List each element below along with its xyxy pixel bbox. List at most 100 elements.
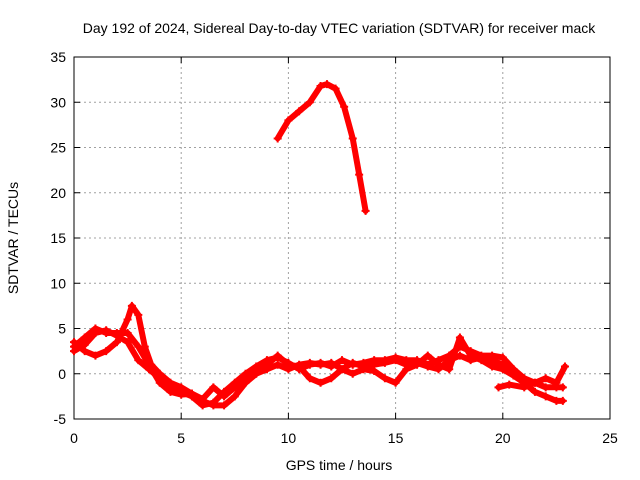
x-tick-label: 25 — [602, 430, 618, 446]
y-tick-label: 10 — [50, 275, 66, 291]
y-tick-label: 15 — [50, 230, 66, 246]
data-point — [102, 347, 111, 356]
y-tick-label: 25 — [50, 140, 66, 156]
data-point — [530, 378, 539, 387]
data-point — [338, 365, 346, 374]
data-point — [252, 369, 261, 378]
data-point — [541, 374, 550, 383]
data-point — [445, 356, 454, 365]
data-point — [494, 383, 503, 392]
data-point — [355, 170, 364, 179]
data-point — [209, 383, 218, 392]
data-point — [134, 356, 143, 365]
data-point — [498, 353, 507, 362]
data-series — [70, 80, 569, 410]
data-point — [340, 102, 349, 111]
data-point — [359, 362, 368, 371]
data-point — [560, 362, 569, 371]
data-point — [348, 134, 357, 143]
data-point — [145, 360, 154, 369]
series-track-c — [70, 324, 567, 410]
data-point — [348, 358, 357, 367]
data-point — [327, 374, 336, 383]
data-point — [455, 333, 464, 342]
data-point — [70, 342, 78, 351]
data-point — [331, 84, 340, 93]
data-point — [423, 351, 432, 360]
x-tick-label: 5 — [177, 430, 185, 446]
y-axis-label: SDTVAR / TECUs — [5, 182, 21, 294]
data-point — [466, 356, 475, 365]
data-point — [380, 374, 389, 383]
data-point — [273, 134, 282, 143]
data-point — [177, 383, 186, 392]
data-point — [220, 392, 229, 401]
data-point — [361, 206, 370, 215]
x-axis-label: GPS time / hours — [286, 457, 393, 473]
x-tick-label: 10 — [281, 430, 297, 446]
data-point — [322, 80, 331, 89]
data-point — [402, 360, 411, 369]
data-point — [112, 338, 121, 347]
data-point — [509, 365, 518, 374]
data-point — [370, 360, 379, 369]
data-point — [305, 358, 314, 367]
data-point — [123, 329, 132, 338]
data-point — [558, 396, 567, 405]
data-point — [305, 98, 314, 107]
data-point — [423, 362, 432, 371]
data-point — [505, 380, 514, 389]
data-point — [488, 356, 497, 365]
data-point — [230, 392, 239, 401]
data-point — [348, 369, 357, 378]
data-point — [177, 390, 186, 399]
data-point — [316, 360, 325, 369]
data-point — [284, 365, 293, 374]
data-point — [498, 360, 507, 369]
data-point — [166, 387, 175, 396]
data-point — [127, 301, 136, 310]
chart-title: Day 192 of 2024, Sidereal Day-to-day VTE… — [83, 20, 596, 36]
data-point — [520, 374, 529, 383]
data-point — [102, 329, 111, 338]
data-point — [134, 342, 143, 351]
data-point — [391, 378, 400, 387]
data-point — [338, 356, 346, 365]
x-tick-label: 20 — [495, 430, 511, 446]
data-point — [220, 401, 229, 410]
data-point — [155, 378, 164, 387]
data-point — [209, 401, 218, 410]
series-track-d — [273, 80, 370, 215]
data-point — [91, 351, 100, 360]
data-point — [273, 360, 282, 369]
y-tick-label: -5 — [54, 411, 67, 427]
data-point — [327, 358, 336, 367]
data-point — [166, 378, 175, 387]
data-point — [230, 383, 239, 392]
data-point — [477, 353, 486, 362]
data-point — [80, 347, 89, 356]
data-point — [305, 374, 314, 383]
y-tick-label: 20 — [50, 185, 66, 201]
data-point — [187, 389, 196, 398]
data-point — [134, 310, 143, 319]
data-point — [520, 383, 529, 392]
data-point — [413, 358, 422, 367]
y-tick-label: 5 — [58, 321, 66, 337]
data-point — [112, 329, 121, 338]
x-tick-label: 15 — [388, 430, 404, 446]
data-point — [316, 81, 325, 90]
data-point — [123, 338, 132, 347]
data-point — [198, 396, 207, 405]
data-point — [558, 383, 567, 392]
data-point — [262, 365, 271, 374]
data-point — [552, 378, 561, 387]
data-point — [123, 315, 132, 324]
data-point — [530, 387, 539, 396]
data-point — [316, 378, 325, 387]
data-point — [434, 365, 443, 374]
data-point — [284, 116, 293, 125]
data-point — [380, 358, 389, 367]
